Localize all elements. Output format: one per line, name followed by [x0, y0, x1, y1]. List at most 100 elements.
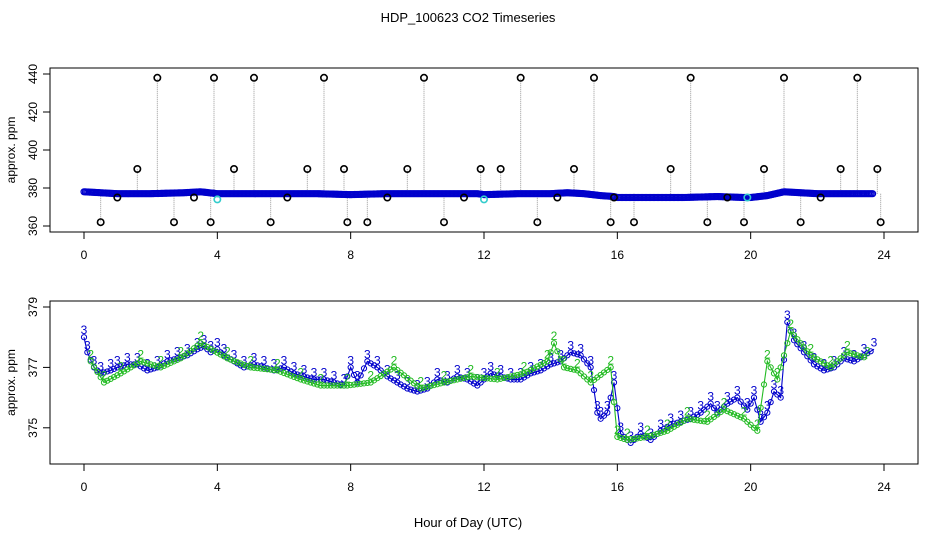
series-point [764, 358, 771, 365]
series-point [807, 352, 814, 359]
series-point [317, 382, 324, 389]
x-tick-label: 4 [214, 248, 221, 262]
point-label: 3 [557, 347, 564, 361]
series-point [614, 433, 621, 440]
point-label: 3 [667, 411, 674, 425]
point-label: 3 [687, 405, 694, 419]
series-point [780, 352, 788, 359]
y-axis-label: approx. ppm [4, 349, 18, 416]
series-point [524, 372, 531, 379]
series-point [497, 375, 504, 382]
series-point [854, 356, 861, 363]
point-label: 2 [754, 417, 761, 431]
flagged-point [779, 73, 788, 82]
y-tick-label: 420 [26, 102, 40, 122]
series-point [480, 374, 488, 382]
chart-title: HDP_100623 CO2 Timeseries [381, 10, 556, 25]
series-point [254, 365, 261, 372]
series-point [767, 364, 774, 371]
series-point [570, 366, 578, 373]
series-point [350, 381, 358, 388]
flagged-point [609, 193, 618, 202]
point-label: 3 [201, 332, 208, 346]
series-point [860, 352, 868, 359]
point-label: 3 [434, 365, 441, 379]
series-point [210, 347, 218, 354]
series-point [594, 409, 601, 416]
series-point [227, 356, 234, 363]
point-label: 3 [261, 353, 268, 367]
series-point [80, 334, 88, 341]
point-label: 3 [241, 353, 248, 367]
series-point [834, 358, 841, 365]
series-point [327, 378, 334, 385]
flagged-point [666, 165, 675, 174]
series-point [300, 373, 308, 380]
point-label: 3 [221, 341, 228, 355]
series-point [740, 415, 748, 422]
series-point [334, 380, 341, 387]
series-point [537, 361, 544, 368]
series-point [627, 439, 634, 446]
series-point [574, 351, 581, 358]
series-point [267, 366, 274, 373]
series-point [520, 374, 528, 381]
series-point [107, 367, 114, 374]
series-point [390, 377, 398, 384]
series-point [867, 348, 874, 355]
series-point [464, 374, 471, 381]
series-point [340, 382, 348, 389]
series-point [514, 376, 521, 383]
series-point [90, 363, 98, 370]
flagged-point [723, 193, 732, 202]
point-label: 3 [331, 369, 338, 383]
series-point [727, 398, 734, 405]
flagged-point [303, 165, 312, 174]
point-label: 3 [724, 390, 731, 404]
point-label: 3 [207, 338, 214, 352]
series-point [620, 435, 628, 442]
series-point [517, 371, 524, 378]
series-point [787, 328, 794, 335]
series-point [344, 382, 351, 389]
point-label: 3 [271, 356, 278, 370]
y-tick-label: 380 [26, 178, 40, 198]
flagged-point [153, 73, 162, 82]
y-tick-label: 379 [26, 297, 40, 317]
series-point [104, 368, 111, 375]
point-label: 3 [114, 353, 121, 367]
series-point [694, 417, 701, 424]
point-label: 2 [774, 365, 781, 379]
series-point [230, 357, 238, 365]
series-point [87, 358, 94, 365]
x-axis-label: Hour of Day (UTC) [414, 515, 522, 530]
series-point [374, 364, 381, 371]
series-point [577, 352, 584, 359]
series-point [274, 367, 281, 374]
series-point [140, 359, 148, 366]
series-point [724, 408, 731, 415]
series-point [94, 368, 101, 376]
series-point [727, 409, 734, 416]
series-point [777, 394, 784, 401]
point-label: 2 [644, 423, 651, 437]
flagged-point [210, 73, 219, 82]
series-point [564, 365, 571, 372]
point-label: 2 [827, 353, 834, 367]
flagged-point [250, 73, 259, 82]
series-point [434, 381, 441, 388]
x-tick-label: 8 [347, 248, 354, 262]
flagged-point [170, 218, 179, 227]
series-point [360, 365, 368, 372]
series-point [240, 361, 248, 368]
series-point [664, 427, 671, 434]
point-label: 3 [587, 353, 594, 367]
point-label: 3 [861, 341, 868, 355]
series-point [757, 418, 764, 425]
point-label: 3 [777, 384, 784, 398]
point-label: 3 [414, 378, 421, 392]
series-point [604, 409, 611, 416]
series-point [147, 361, 154, 368]
point-label: 2 [521, 359, 528, 373]
series-point [310, 380, 318, 387]
